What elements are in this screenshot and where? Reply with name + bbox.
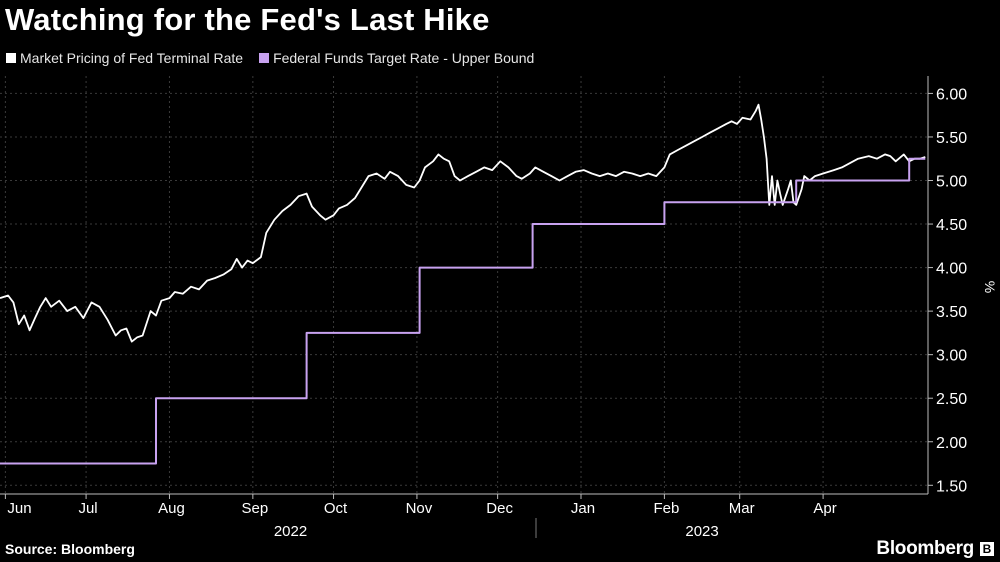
y-axis-label: % — [982, 281, 998, 293]
x-tick-label: Feb — [653, 500, 679, 517]
y-tick-label: 1.50 — [936, 478, 967, 495]
y-tick-label: 5.00 — [936, 174, 967, 191]
y-tick-label: 2.00 — [936, 435, 967, 452]
x-tick-label: Oct — [324, 500, 348, 517]
bloomberg-b-icon: B — [980, 542, 994, 556]
legend: Market Pricing of Fed Terminal Rate Fede… — [6, 50, 534, 66]
x-tick-label: Mar — [729, 500, 755, 517]
legend-swatch-terminal — [6, 53, 16, 63]
x-tick-label: Jan — [571, 500, 595, 517]
x-tick-label: Dec — [486, 500, 513, 517]
y-tick-label: 2.50 — [936, 391, 967, 408]
series-line-terminal-rate — [0, 103, 926, 343]
series-line-target-rate — [0, 157, 926, 465]
legend-label-target: Federal Funds Target Rate - Upper Bound — [273, 50, 535, 66]
y-tick-label: 4.50 — [936, 217, 967, 234]
x-tick-label: Jul — [78, 500, 97, 517]
x-tick-label: Apr — [813, 500, 836, 517]
brand-logo: Bloomberg B — [876, 538, 994, 560]
year-label: 2022 — [274, 523, 307, 540]
brand-name: Bloomberg — [876, 538, 974, 559]
x-tick-label: Sep — [241, 500, 268, 517]
legend-swatch-target — [259, 53, 270, 63]
x-tick-label: Nov — [406, 500, 433, 517]
y-tick-label: 3.50 — [936, 304, 967, 321]
year-label: 2023 — [685, 523, 718, 540]
y-tick-label: 3.00 — [936, 348, 967, 365]
legend-label-terminal: Market Pricing of Fed Terminal Rate — [20, 50, 244, 66]
x-tick-label: Jun — [7, 500, 31, 517]
legend-item-terminal: Market Pricing of Fed Terminal Rate — [6, 50, 243, 66]
legend-item-target: Federal Funds Target Rate - Upper Bound — [259, 50, 534, 66]
y-tick-label: 4.00 — [936, 261, 967, 278]
source-note: Source: Bloomberg — [5, 541, 135, 557]
y-tick-label: 5.50 — [936, 130, 967, 147]
chart-title: Watching for the Fed's Last Hike — [5, 2, 490, 37]
y-tick-label: 6.00 — [936, 86, 967, 103]
x-tick-label: Aug — [158, 500, 185, 517]
